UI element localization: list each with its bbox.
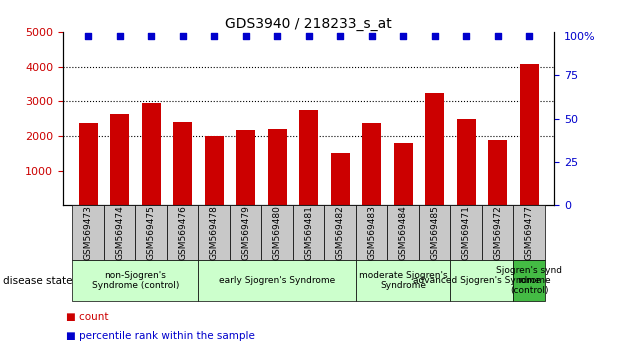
Text: GSM569476: GSM569476 xyxy=(178,205,187,260)
Text: ■ percentile rank within the sample: ■ percentile rank within the sample xyxy=(66,331,255,341)
Text: GSM569480: GSM569480 xyxy=(273,205,282,260)
Text: GSM569473: GSM569473 xyxy=(84,205,93,260)
Point xyxy=(524,33,534,39)
Text: GSM569483: GSM569483 xyxy=(367,205,376,260)
Bar xyxy=(110,114,129,205)
Text: disease state ▶: disease state ▶ xyxy=(3,275,84,286)
Text: early Sjogren's Syndrome: early Sjogren's Syndrome xyxy=(219,276,335,285)
Bar xyxy=(173,122,192,205)
Point xyxy=(178,33,188,39)
Point xyxy=(335,33,345,39)
Bar xyxy=(205,136,224,205)
Bar xyxy=(79,124,98,205)
Text: non-Sjogren's
Syndrome (control): non-Sjogren's Syndrome (control) xyxy=(92,271,179,290)
Point xyxy=(272,33,282,39)
Text: GSM569472: GSM569472 xyxy=(493,205,502,260)
Point xyxy=(461,33,471,39)
Bar xyxy=(268,129,287,205)
Point xyxy=(83,33,93,39)
Point xyxy=(241,33,251,39)
Bar xyxy=(394,143,413,205)
Point xyxy=(304,33,314,39)
Bar xyxy=(457,119,476,205)
Point xyxy=(146,33,156,39)
Text: Sjogren's synd
rome
(control): Sjogren's synd rome (control) xyxy=(496,266,562,296)
Text: GSM569481: GSM569481 xyxy=(304,205,313,260)
Title: GDS3940 / 218233_s_at: GDS3940 / 218233_s_at xyxy=(226,17,392,31)
Text: GSM569474: GSM569474 xyxy=(115,205,124,260)
Text: 100%: 100% xyxy=(564,32,596,42)
Text: GSM569478: GSM569478 xyxy=(210,205,219,260)
Text: GSM569485: GSM569485 xyxy=(430,205,439,260)
Bar xyxy=(142,103,161,205)
Bar xyxy=(425,93,444,205)
Text: GSM569475: GSM569475 xyxy=(147,205,156,260)
Bar xyxy=(299,110,318,205)
Text: GSM569482: GSM569482 xyxy=(336,205,345,260)
Point xyxy=(209,33,219,39)
Text: GSM569477: GSM569477 xyxy=(525,205,534,260)
Point xyxy=(115,33,125,39)
Text: GSM569484: GSM569484 xyxy=(399,205,408,260)
Text: GSM569471: GSM569471 xyxy=(462,205,471,260)
Text: GSM569479: GSM569479 xyxy=(241,205,250,260)
Point xyxy=(493,33,503,39)
Point xyxy=(398,33,408,39)
Point xyxy=(430,33,440,39)
Text: advanced Sjogren's Syndrome: advanced Sjogren's Syndrome xyxy=(413,276,551,285)
Bar xyxy=(520,64,539,205)
Point xyxy=(367,33,377,39)
Bar xyxy=(362,124,381,205)
Text: ■ count: ■ count xyxy=(66,312,108,321)
Bar xyxy=(331,153,350,205)
Bar xyxy=(488,140,507,205)
Text: moderate Sjogren's
Syndrome: moderate Sjogren's Syndrome xyxy=(359,271,447,290)
Bar xyxy=(236,130,255,205)
